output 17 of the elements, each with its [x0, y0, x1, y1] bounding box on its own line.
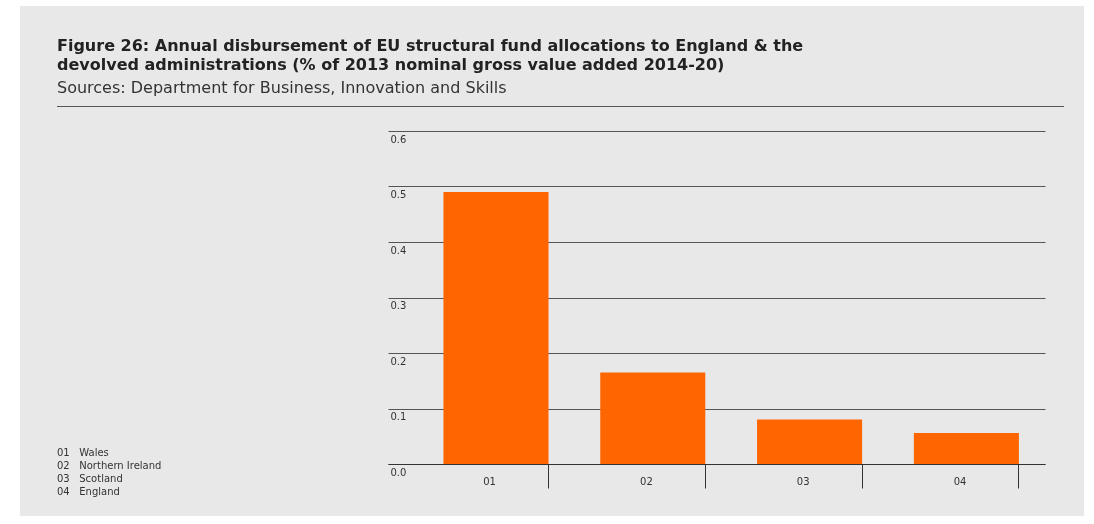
x-tick-label: 02 — [640, 475, 653, 487]
text: 03 Scotland — [57, 472, 124, 485]
chart-title: Figure 26: Annual disbursement of EU structural fund allocations to England & the devolved administrations (% of 2013 nominal gross value added 2014-20) — [57, 36, 805, 74]
chart-subtitle: Sources: Department for Business, Innovation and Skills — [57, 78, 507, 97]
y-tick-label: 0.2 — [390, 355, 407, 367]
y-tick-label: 0.5 — [390, 189, 407, 200]
x-tick-label: 01 — [483, 475, 496, 487]
text: 04 England — [57, 485, 121, 498]
y-tick-label: 0.4 — [390, 244, 407, 256]
y-tick-label: 0.3 — [390, 300, 407, 311]
y-tick-label: 0.0 — [390, 466, 407, 478]
x-tick-label: 04 — [953, 475, 967, 487]
text: 02 Northern Ireland — [57, 459, 162, 472]
y-tick-label: 0.6 — [390, 133, 407, 145]
text: 01 Wales — [57, 446, 110, 459]
x-tick-label: 03 — [796, 475, 810, 487]
y-tick-label: 0.1 — [390, 411, 407, 422]
